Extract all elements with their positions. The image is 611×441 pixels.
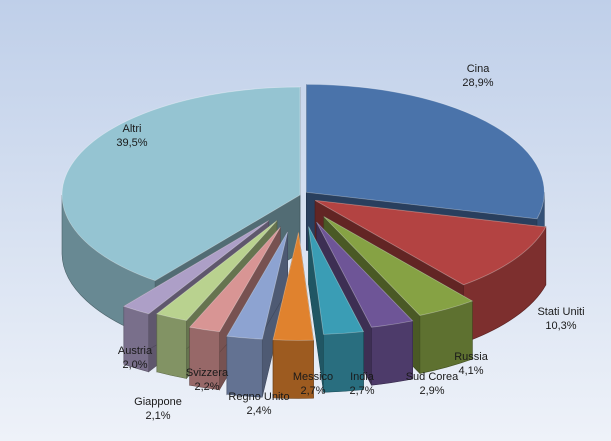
pie-slice-top — [272, 232, 314, 341]
pie-slice-top — [155, 220, 278, 321]
slice-percent-label: 10,3% — [545, 320, 576, 332]
data-label-regno-unito: Regno Unito 2,4% — [228, 391, 289, 417]
slice-name-label: Cina — [467, 63, 491, 75]
data-label-stati-uniti: Stati Uniti 10,3% — [537, 306, 584, 332]
pie-slice-regno-unito — [226, 230, 289, 398]
pie-slice-top — [316, 221, 414, 328]
slice-name-label: Russia — [454, 351, 489, 363]
pie-slice-top — [61, 86, 301, 282]
data-label-india: India 2,7% — [349, 371, 374, 397]
data-label-altri: Altri 39,5% — [116, 123, 147, 149]
pie-slice-top — [122, 220, 270, 315]
slice-percent-label: 28,9% — [462, 77, 493, 89]
pie-slice-rim — [323, 331, 364, 393]
slice-name-label: Altri — [123, 123, 142, 135]
slice-name-label: Messico — [293, 371, 333, 383]
slice-percent-label: 2,9% — [419, 385, 444, 397]
data-label-svizzera: Svizzera 2,2% — [186, 367, 229, 393]
pie-slice-india — [308, 226, 365, 393]
pie-slice-top — [314, 199, 547, 286]
slice-name-label: Stati Uniti — [537, 306, 584, 318]
pie-slice-top — [188, 227, 281, 333]
data-label-giappone: Giappone 2,1% — [134, 396, 182, 422]
data-label-messico: Messico 2,7% — [293, 371, 333, 397]
slice-percent-label: 2,2% — [194, 381, 219, 393]
data-label-cina: Cina 28,9% — [462, 63, 493, 89]
pie-slice-rim — [226, 335, 263, 398]
pie-slice-top — [305, 83, 545, 220]
slice-percent-label: 2,0% — [122, 359, 147, 371]
data-label-austria: Austria 2,0% — [118, 345, 153, 371]
slice-name-label: Giappone — [134, 396, 182, 408]
slice-percent-label: 2,1% — [145, 410, 170, 422]
slice-name-label: Regno Unito — [228, 391, 289, 403]
slice-percent-label: 2,7% — [349, 385, 374, 397]
data-label-sud-corea: Sud Corea 2,9% — [406, 371, 459, 397]
pie-slice-top — [323, 216, 474, 316]
slice-name-label: Austria — [118, 345, 153, 357]
pie-slice-top — [226, 231, 289, 340]
slice-name-label: Svizzera — [186, 367, 229, 379]
data-label-russia: Russia 4,1% — [454, 351, 489, 377]
slice-percent-label: 2,4% — [246, 405, 271, 417]
slice-percent-label: 2,7% — [300, 385, 325, 397]
pie-slice-messico — [272, 232, 314, 399]
slice-percent-label: 39,5% — [116, 137, 147, 149]
pie-slice-top — [308, 226, 365, 335]
pie-slice-rim — [156, 313, 187, 379]
slice-name-label: Sud Corea — [406, 371, 459, 383]
slice-name-label: India — [350, 371, 375, 383]
slice-percent-label: 4,1% — [458, 365, 483, 377]
